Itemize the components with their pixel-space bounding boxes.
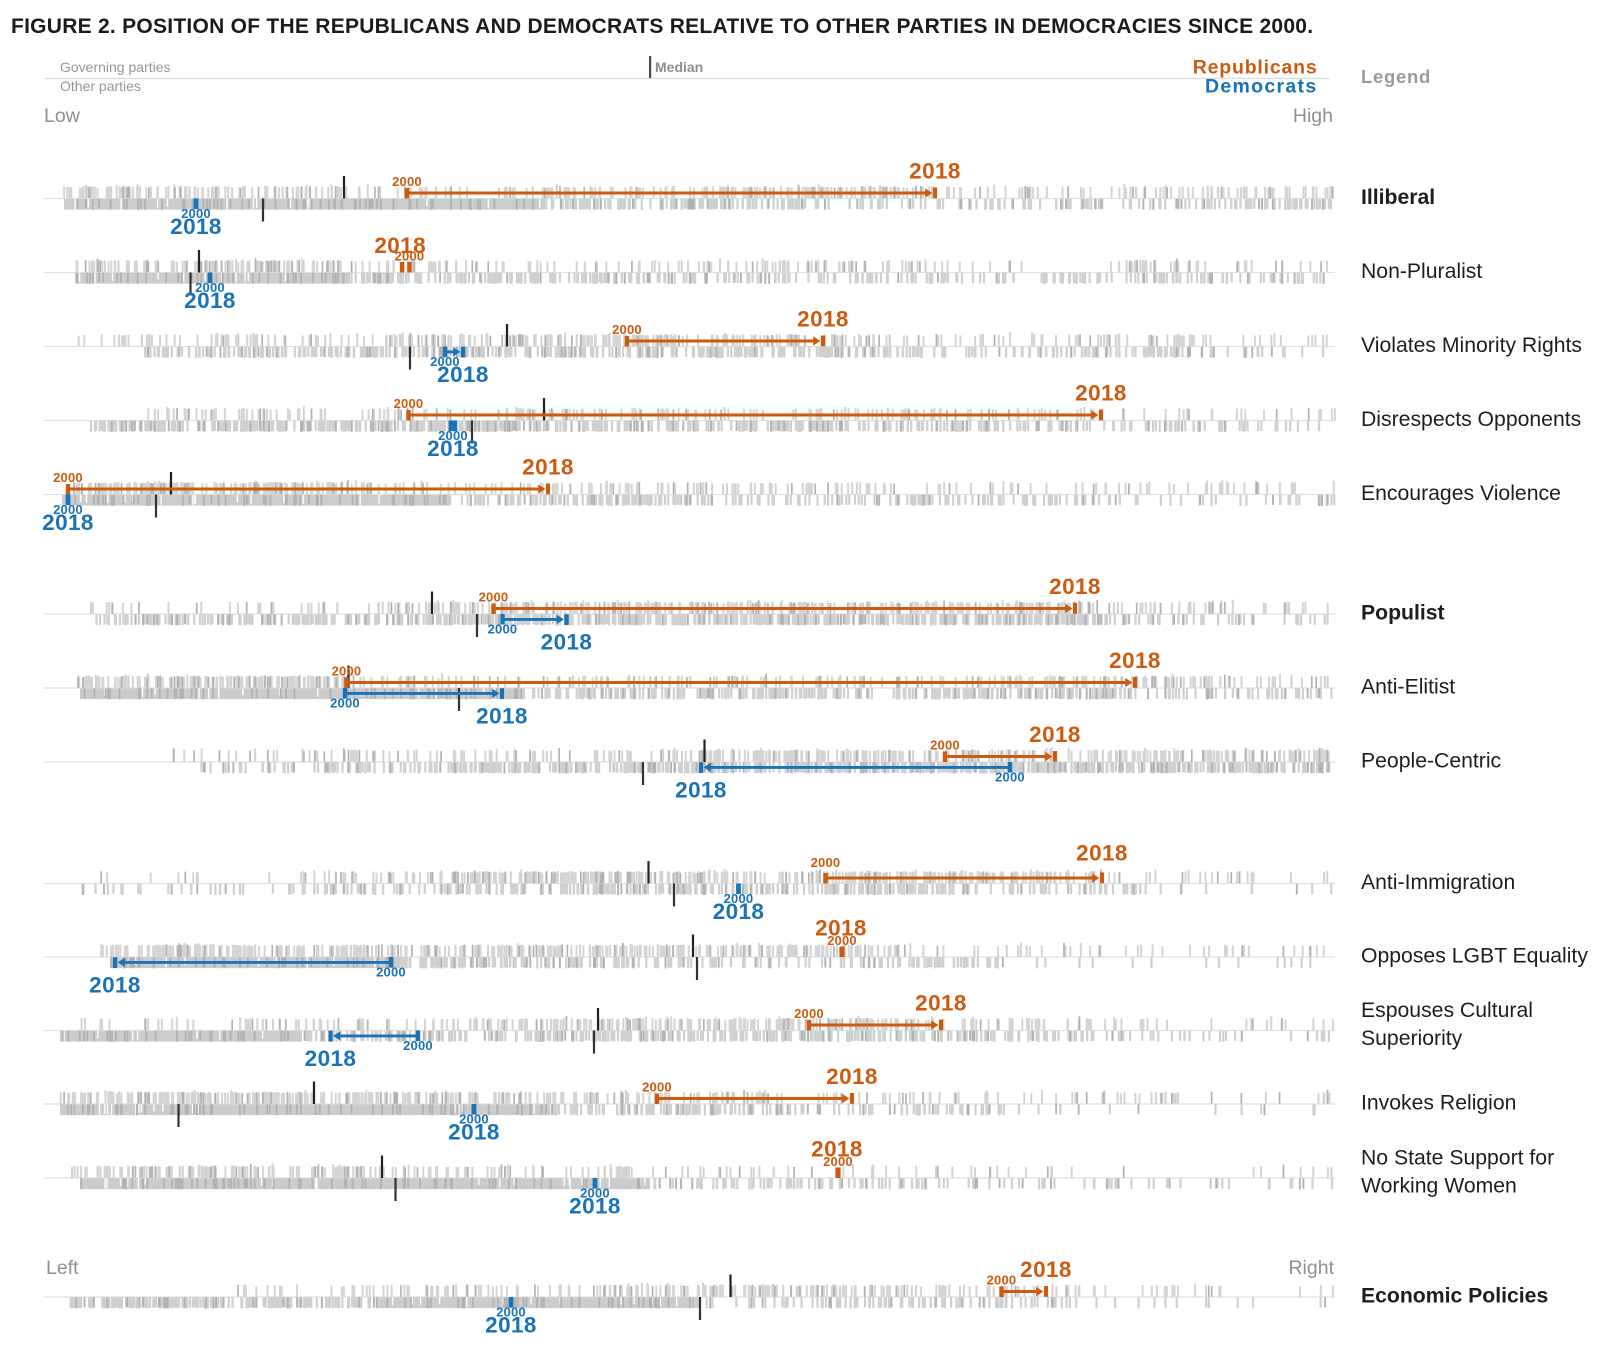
svg-text:2018: 2018 [909, 159, 961, 184]
svg-text:2018: 2018 [476, 703, 528, 728]
svg-text:Anti-Immigration: Anti-Immigration [1361, 871, 1515, 894]
svg-text:Republicans: Republicans [1193, 57, 1318, 79]
svg-text:2000: 2000 [430, 354, 460, 369]
svg-text:2000: 2000 [827, 933, 857, 948]
svg-text:2018: 2018 [1020, 1257, 1072, 1282]
svg-text:2000: 2000 [438, 428, 468, 443]
svg-text:Other parties: Other parties [60, 78, 141, 94]
svg-text:2018: 2018 [675, 777, 727, 802]
svg-text:2018: 2018 [42, 510, 94, 535]
svg-text:Left: Left [46, 1257, 79, 1279]
svg-text:2018: 2018 [374, 233, 426, 258]
svg-text:2018: 2018 [305, 1046, 357, 1071]
svg-text:No State Support for: No State Support for [1361, 1147, 1554, 1170]
svg-text:2000: 2000 [580, 1186, 610, 1201]
svg-text:2000: 2000 [53, 502, 83, 517]
svg-text:2018: 2018 [448, 1119, 500, 1144]
svg-text:2000: 2000 [394, 396, 424, 411]
svg-text:2018: 2018 [797, 307, 849, 332]
svg-text:2018: 2018 [1076, 841, 1128, 866]
svg-text:2000: 2000 [330, 696, 360, 711]
svg-text:Illiberal: Illiberal [1361, 186, 1435, 209]
svg-text:2018: 2018 [541, 629, 593, 654]
svg-text:2000: 2000 [181, 206, 211, 221]
svg-text:2018: 2018 [1049, 574, 1101, 599]
svg-text:2000: 2000 [376, 965, 406, 980]
svg-text:2000: 2000 [395, 249, 425, 264]
svg-text:2018: 2018 [915, 991, 967, 1016]
svg-text:Anti-Elitist: Anti-Elitist [1361, 676, 1455, 699]
svg-text:2000: 2000 [488, 622, 518, 637]
svg-text:2018: 2018 [713, 899, 765, 924]
svg-text:Opposes LGBT Equality: Opposes LGBT Equality [1361, 945, 1588, 968]
svg-text:2000: 2000 [995, 770, 1025, 785]
svg-text:2018: 2018 [1075, 381, 1127, 406]
svg-text:2000: 2000 [987, 1273, 1017, 1288]
svg-text:Disrespects Opponents: Disrespects Opponents [1361, 408, 1581, 431]
svg-text:2018: 2018 [427, 436, 479, 461]
svg-text:Right: Right [1288, 1257, 1334, 1279]
svg-text:2000: 2000 [811, 855, 841, 870]
svg-text:2018: 2018 [89, 972, 141, 997]
svg-text:2018: 2018 [1029, 722, 1081, 747]
svg-text:2000: 2000 [612, 322, 642, 337]
svg-text:2000: 2000 [823, 1154, 853, 1169]
svg-text:Governing parties: Governing parties [60, 59, 171, 75]
svg-text:2018: 2018 [485, 1312, 537, 1337]
svg-text:2018: 2018 [811, 1136, 863, 1161]
svg-text:Non-Pluralist: Non-Pluralist [1361, 260, 1482, 283]
svg-text:FIGURE 2. POSITION OF THE REPU: FIGURE 2. POSITION OF THE REPUBLICANS AN… [11, 15, 1313, 38]
svg-text:2000: 2000 [930, 738, 960, 753]
svg-text:2000: 2000 [392, 174, 422, 189]
svg-text:2018: 2018 [437, 362, 489, 387]
svg-text:High: High [1293, 105, 1333, 127]
svg-text:2018: 2018 [522, 455, 574, 480]
svg-text:2000: 2000 [332, 664, 362, 679]
svg-text:2018: 2018 [170, 214, 222, 239]
svg-text:Espouses Cultural: Espouses Cultural [1361, 999, 1533, 1022]
svg-text:Encourages Violence: Encourages Violence [1361, 482, 1561, 505]
svg-text:2000: 2000 [724, 891, 754, 906]
svg-text:Populist: Populist [1361, 602, 1445, 625]
svg-text:Legend: Legend [1361, 66, 1431, 87]
svg-text:People-Centric: People-Centric [1361, 750, 1502, 773]
svg-text:2000: 2000 [479, 590, 509, 605]
svg-text:2000: 2000 [459, 1112, 489, 1127]
svg-text:Invokes Religion: Invokes Religion [1361, 1092, 1516, 1115]
svg-text:2000: 2000 [642, 1080, 672, 1095]
svg-text:2000: 2000 [53, 470, 83, 485]
svg-text:Working Women: Working Women [1361, 1175, 1517, 1198]
svg-text:2000: 2000 [195, 280, 225, 295]
svg-text:Low: Low [44, 105, 81, 127]
svg-text:2000: 2000 [496, 1305, 526, 1320]
svg-text:2000: 2000 [403, 1038, 433, 1053]
svg-text:2018: 2018 [815, 915, 867, 940]
svg-text:Violates Minority Rights: Violates Minority Rights [1361, 334, 1582, 357]
svg-text:2000: 2000 [794, 1006, 824, 1021]
svg-text:2018: 2018 [1109, 648, 1161, 673]
svg-text:Democrats: Democrats [1205, 76, 1318, 98]
svg-text:2018: 2018 [569, 1193, 621, 1218]
svg-text:2018: 2018 [184, 288, 236, 313]
svg-text:Median: Median [655, 59, 703, 75]
svg-text:2018: 2018 [826, 1064, 878, 1089]
svg-text:Superiority: Superiority [1361, 1027, 1463, 1050]
svg-text:Economic Policies: Economic Policies [1361, 1285, 1548, 1308]
